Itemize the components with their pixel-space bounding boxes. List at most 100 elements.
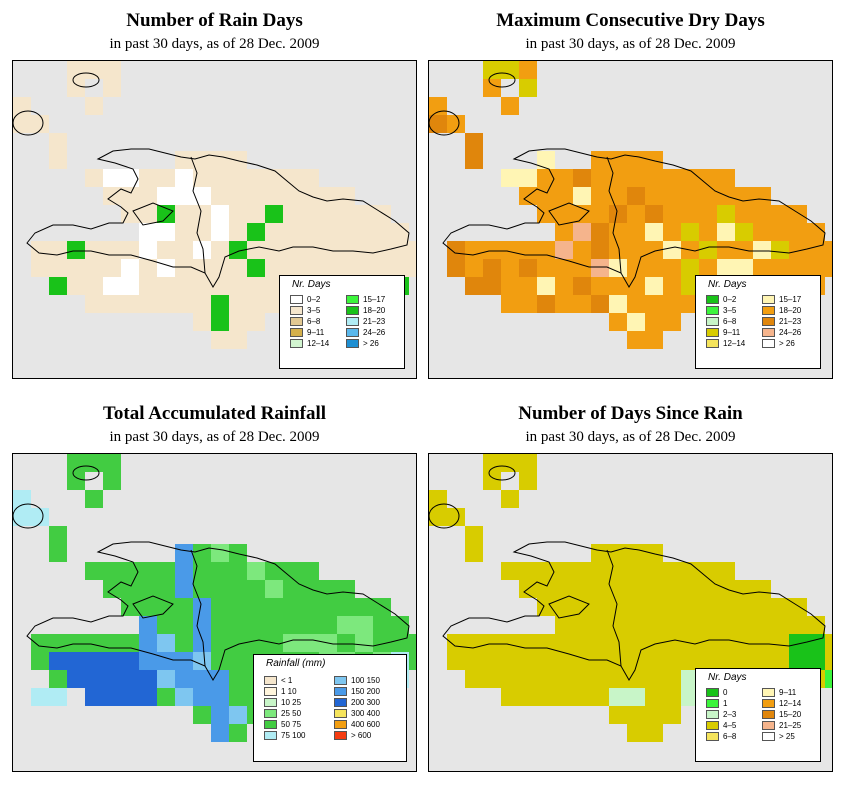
grid-cell bbox=[121, 205, 139, 223]
grid-cell bbox=[139, 598, 157, 616]
grid-cell bbox=[301, 598, 319, 616]
grid-cell bbox=[355, 241, 373, 259]
grid-cell bbox=[483, 61, 501, 79]
grid-cell bbox=[663, 313, 681, 331]
grid-cell bbox=[627, 313, 645, 331]
grid-cell bbox=[573, 223, 591, 241]
grid-cell bbox=[429, 97, 447, 115]
grid-cell bbox=[627, 544, 645, 562]
legend-item: > 25 bbox=[762, 731, 795, 741]
grid-cell bbox=[735, 223, 753, 241]
grid-cell bbox=[211, 241, 229, 259]
grid-cell bbox=[537, 259, 555, 277]
grid-cell bbox=[573, 652, 591, 670]
grid-cell bbox=[175, 187, 193, 205]
grid-cell bbox=[211, 706, 229, 724]
grid-cell bbox=[85, 490, 103, 508]
grid-cell bbox=[85, 688, 103, 706]
grid-cell bbox=[283, 562, 301, 580]
grid-cell bbox=[247, 598, 265, 616]
grid-cell bbox=[609, 259, 627, 277]
legend-swatch bbox=[334, 730, 347, 740]
legend-swatch bbox=[762, 338, 775, 348]
grid-cell bbox=[519, 670, 537, 688]
grid-cell bbox=[753, 598, 771, 616]
grid-cell bbox=[391, 241, 409, 259]
legend-swatch bbox=[762, 687, 775, 697]
grid-cell bbox=[229, 331, 247, 349]
grid-cell bbox=[193, 562, 211, 580]
island-outline bbox=[72, 72, 100, 88]
grid-cell bbox=[681, 259, 699, 277]
grid-cell bbox=[211, 313, 229, 331]
grid-cell bbox=[193, 205, 211, 223]
grid-cell bbox=[519, 634, 537, 652]
grid-cell bbox=[501, 259, 519, 277]
legend-item: 150 200 bbox=[334, 686, 380, 696]
panel-subtitle: in past 30 days, as of 28 Dec. 2009 bbox=[109, 36, 320, 52]
grid-cell bbox=[265, 295, 283, 313]
legend-label: 9–11 bbox=[307, 327, 325, 337]
grid-cell bbox=[175, 259, 193, 277]
grid-cell bbox=[717, 652, 735, 670]
grid-cell bbox=[645, 277, 663, 295]
grid-cell bbox=[483, 472, 501, 490]
legend-swatch bbox=[706, 687, 719, 697]
legend-swatch bbox=[290, 294, 303, 304]
grid-cell bbox=[555, 187, 573, 205]
grid-cell bbox=[537, 151, 555, 169]
grid-cell bbox=[483, 241, 501, 259]
grid-cell bbox=[609, 223, 627, 241]
grid-cell bbox=[573, 580, 591, 598]
grid-cell bbox=[555, 241, 573, 259]
legend-swatch bbox=[706, 327, 719, 337]
grid-cell bbox=[265, 562, 283, 580]
legend-swatch bbox=[334, 708, 347, 718]
grid-cell bbox=[555, 223, 573, 241]
grid-cell bbox=[645, 241, 663, 259]
grid-cell bbox=[49, 688, 67, 706]
grid-cell bbox=[175, 652, 193, 670]
grid-cell bbox=[771, 616, 789, 634]
legend-item: 400 600 bbox=[334, 719, 380, 729]
grid-cell bbox=[247, 562, 265, 580]
grid-cell bbox=[627, 580, 645, 598]
grid-cell bbox=[663, 187, 681, 205]
grid-cell bbox=[447, 259, 465, 277]
grid-cell bbox=[67, 670, 85, 688]
grid-cell bbox=[753, 652, 771, 670]
grid-cell bbox=[139, 688, 157, 706]
grid-cell bbox=[699, 259, 717, 277]
legend-swatch bbox=[762, 294, 775, 304]
grid-cell bbox=[139, 670, 157, 688]
grid-cell bbox=[519, 61, 537, 79]
grid-cell bbox=[555, 259, 573, 277]
grid-cell bbox=[609, 688, 627, 706]
grid-cell bbox=[175, 295, 193, 313]
legend-item: 3–5 bbox=[290, 305, 320, 315]
legend-label: 18–20 bbox=[363, 305, 386, 315]
grid-cell bbox=[229, 205, 247, 223]
grid-cell bbox=[193, 598, 211, 616]
grid-cell bbox=[211, 598, 229, 616]
grid-cell bbox=[663, 616, 681, 634]
grid-cell bbox=[211, 652, 229, 670]
grid-cell bbox=[825, 259, 832, 277]
grid-cell bbox=[717, 241, 735, 259]
grid-cell bbox=[663, 598, 681, 616]
grid-cell bbox=[645, 616, 663, 634]
grid-cell bbox=[771, 652, 789, 670]
grid-cell bbox=[157, 241, 175, 259]
map-grid bbox=[13, 61, 416, 349]
grid-cell bbox=[465, 652, 483, 670]
grid-cell bbox=[609, 616, 627, 634]
grid-cell bbox=[229, 598, 247, 616]
legend-swatch bbox=[264, 719, 277, 729]
grid-cell bbox=[771, 205, 789, 223]
grid-cell bbox=[447, 508, 465, 526]
map-grid bbox=[429, 61, 832, 349]
grid-cell bbox=[573, 277, 591, 295]
grid-cell bbox=[465, 259, 483, 277]
grid-cell bbox=[31, 634, 49, 652]
grid-cell bbox=[627, 331, 645, 349]
